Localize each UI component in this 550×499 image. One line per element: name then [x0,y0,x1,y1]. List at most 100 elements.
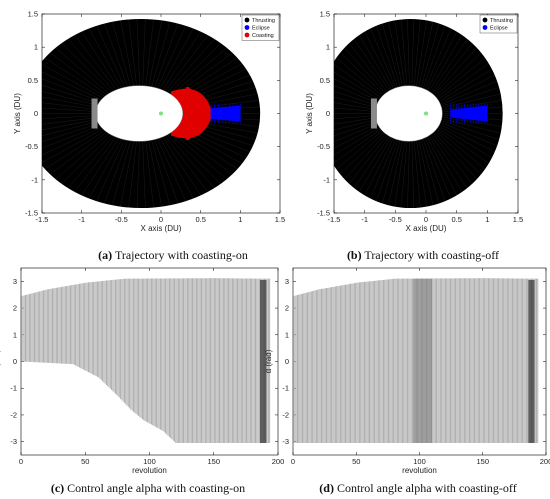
x-tick-label: 1 [238,215,242,224]
x-tick-label: -0.5 [389,215,402,224]
coasting-point [193,121,199,126]
y-tick-label: -1 [323,175,330,184]
x-axis-label: X axis (DU) [141,224,182,233]
x-tick-label: 50 [81,457,89,466]
x-axis-label: revolution [402,466,437,475]
x-tick-label: 1 [485,215,489,224]
eclipse-band [450,105,488,122]
y-axis-label: α (rad) [264,349,273,373]
y-tick-label: 1 [285,330,289,339]
caption-c: (c) Control angle alpha with coasting-on [50,481,246,495]
alpha-bars [293,278,539,443]
legend-marker [244,32,250,38]
coasting-point [194,105,199,110]
y-tick-label: -0.5 [317,142,330,151]
x-tick-label: -0.5 [115,215,128,224]
coasting-point [194,113,200,118]
legend-label: Thrusting [490,18,513,24]
plot-frame [20,267,279,456]
coasting-point [194,117,199,122]
x-axis-label: revolution [132,466,167,475]
coasting-point [192,97,197,102]
y-tick-label: -2 [282,410,289,419]
legend-marker [244,25,250,30]
x-tick-label: 200 [272,457,285,466]
y-tick-label: 1 [326,43,330,52]
legend-marker [244,17,250,23]
y-tick-label: 3 [13,277,17,286]
legend-marker [482,17,488,23]
legend: Thrusting Eclipse [479,14,518,34]
alpha-bars [21,278,271,443]
x-tick-label: -1.5 [328,215,341,224]
y-tick-label: -1 [31,175,38,184]
mid-rev-band [413,278,433,443]
x-tick-label: -1.5 [36,215,49,224]
coasting-point [185,135,190,141]
y-tick-label: 0 [34,109,38,118]
caption-a: (a) Trajectory with coasting-on [98,248,248,262]
y-tick-label: 0.5 [320,76,330,85]
x-tick-label: 1.5 [513,215,523,224]
y-tick-label: 1 [34,43,38,52]
y-axis-label: α (rad) [0,349,1,373]
legend-label: Thrusting [252,18,275,24]
x-tick-label: 50 [352,457,360,466]
y-tick-label: 1.5 [28,10,38,19]
coasting-point [191,93,196,99]
coasting-point [192,125,197,130]
inner-boundary [95,85,184,142]
x-tick-label: 0.5 [195,215,205,224]
coasting-lobe [170,88,211,139]
final-rev-band [528,280,535,443]
x-tick-label: 0 [19,457,23,466]
x-tick-label: 0.5 [451,215,461,224]
y-tick-label: 2 [285,304,289,313]
center-point [424,111,428,116]
trajectory-chart-a: -1.5 -1 -0.5 0 0.5 1 1.5 -1.5 -1 -0.5 0 0.5 1 1.5 X ax… [13,10,285,234]
legend-box [479,14,518,34]
y-tick-label: -0.5 [25,142,38,151]
legend-label: Eclipse [490,26,508,32]
y-tick-label: 0.5 [28,76,38,85]
y-tick-label: 1.5 [320,10,330,19]
x-tick-label: 0 [291,457,295,466]
y-tick-label: -1 [10,384,17,393]
x-axis-label: X axis (DU) [406,224,447,233]
x-tick-label: 150 [476,457,489,466]
plot-area [334,19,503,208]
y-tick-label: -1 [282,384,289,393]
x-tick-label: 0 [159,215,163,224]
x-tick-label: 100 [413,457,426,466]
caption-d: (d) Control angle alpha with coasting-of… [319,481,517,495]
y-tick-label: -2 [10,410,17,419]
left-strip [370,98,377,129]
x-tick-label: 200 [540,457,550,466]
eclipse-region [450,103,488,124]
legend-label: Coasting [252,33,274,39]
y-tick-label: -3 [282,437,289,446]
inner-boundary [374,85,443,142]
y-tick-label: 0 [285,357,289,366]
final-rev-band [260,280,267,443]
center-point [159,111,163,116]
x-tick-label: -1 [361,215,368,224]
y-axis-label: Y axis (DU) [305,93,314,134]
alpha-chart-d: 0 50 100 150 200 -3 -2 -1 0 1 2 3 revolution α (rad) [264,267,550,475]
x-tick-label: 100 [143,457,156,466]
coasting-point [193,101,199,106]
trajectory-chart-b: -1.5 -1 -0.5 0 0.5 1 1.5 -1.5 -1 -0.5 0 0.5 1 1.5 X ax… [305,10,523,234]
y-axis-label: Y axis (DU) [13,93,22,134]
x-tick-label: -1 [78,215,85,224]
y-tick-label: 2 [13,304,17,313]
left-strip [91,98,98,129]
y-tick-label: 0 [326,109,330,118]
y-tick-label: -1.5 [317,209,330,218]
caption-b: (b) Trajectory with coasting-off [346,248,500,262]
y-tick-label: -3 [10,437,17,446]
x-tick-label: 150 [207,457,220,466]
y-tick-label: 3 [285,277,289,286]
x-tick-label: 0 [424,215,428,224]
